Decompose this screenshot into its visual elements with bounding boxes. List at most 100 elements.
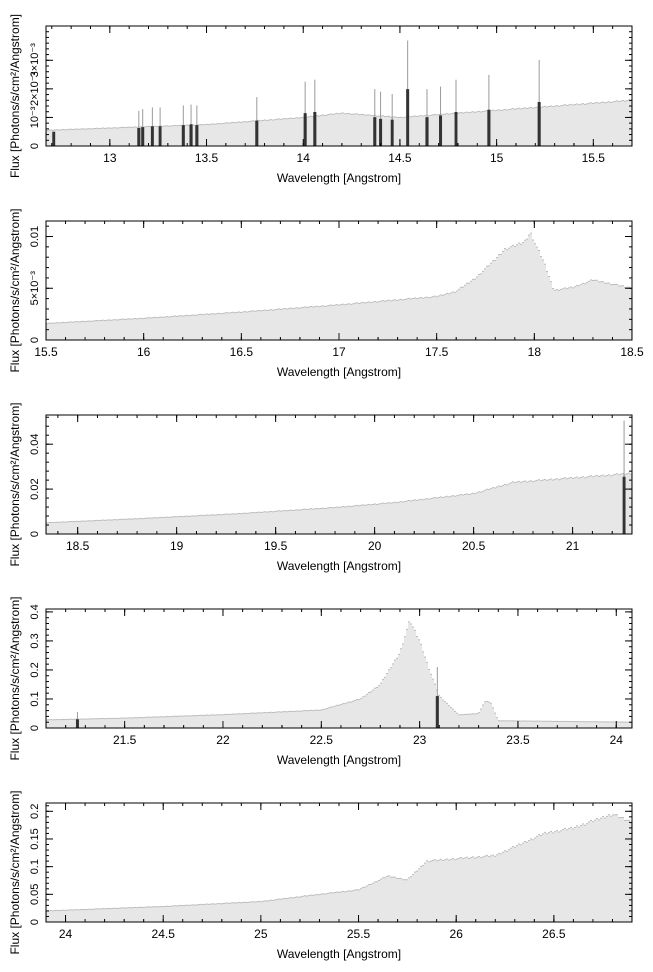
x-tick-label: 26 [450,927,464,941]
y-tick-label: 0.2 [29,804,41,819]
y-tick-label: 0.15 [29,828,41,849]
y-tick-label: 0.1 [29,859,41,874]
y-tick-label: 0 [29,725,41,731]
y-tick-label: 0.3 [29,633,41,648]
x-tick-label: 23.5 [506,733,530,747]
model-bars [46,472,632,534]
y-tick-label: 0.02 [29,478,41,499]
x-tick-label: 16.5 [230,345,254,359]
x-axis-label: Wavelength [Angstrom] [277,559,401,573]
x-tick-label: 16 [137,345,151,359]
x-tick-label: 21 [566,539,580,553]
x-tick-label: 13 [103,151,117,165]
data-bar [158,126,162,146]
x-tick-label: 26.5 [542,927,566,941]
x-tick-label: 23 [413,733,427,747]
panel-4: 21.5 22 22.5 23 23.5 24 0 0.1 0.2 0.3 0.4 Wavelengt… [8,596,633,767]
plot-frame [45,608,633,729]
data-bar [435,696,439,728]
x-tick-label: 17.5 [425,345,449,359]
data-bar [137,128,141,146]
plot-frame [45,414,633,535]
x-tick-label: 18 [528,345,542,359]
y-tick-label: 0 [29,531,41,537]
data-bar [425,117,429,146]
data-bars [52,40,541,146]
data-bar [150,126,154,146]
data-bar [487,109,491,146]
x-tick-label: 15.5 [582,151,606,165]
data-bars [75,667,439,728]
x-tick-label: 14 [297,151,311,165]
data-bar [255,120,259,146]
data-bar [195,125,199,146]
x-tick-label: 15 [490,151,504,165]
data-bar [454,112,458,146]
x-axis-label: Wavelength [Angstrom] [277,753,401,767]
data-bar [537,102,541,146]
data-bar [303,113,307,146]
data-bar [373,117,377,146]
y-tick-label: 0 [29,143,41,149]
y-axis-label: Flux [Photons/s/cm²/Angstrom] [8,402,22,566]
data-bar [52,131,56,146]
panel-3: 18.5 19 19.5 20 20.5 21 0 0.02 0.04 Wavelength [A… [8,402,633,573]
y-axis-label: Flux [Photons/s/cm²/Angstrom] [8,14,22,178]
data-bar [406,89,410,146]
x-tick-label: 25.5 [347,927,371,941]
x-tick-label: 22.5 [310,733,334,747]
data-bar [189,124,193,146]
x-tick-label: 14.5 [388,151,412,165]
data-bar [439,115,443,146]
y-tick-label: 0.4 [29,604,41,619]
x-tick-label: 25 [254,927,268,941]
x-axis-label: Wavelength [Angstrom] [277,171,401,185]
y-tick-label: 0 [29,919,41,925]
data-bar [390,119,394,146]
x-tick-label: 13.5 [195,151,219,165]
x-tick-label: 17 [332,345,346,359]
y-tick-label: 0 [29,337,41,343]
data-bar [313,112,317,146]
data-bar [181,125,185,146]
data-bar [141,127,145,146]
y-tick-label: 0.2 [29,662,41,677]
y-tick-label: 10⁻³ [29,106,41,128]
x-axis-label: Wavelength [Angstrom] [277,947,401,961]
data-bar [379,118,383,146]
data-bars [622,420,626,534]
model-bars [46,621,632,728]
y-tick-label: 0.01 [29,226,41,247]
y-tick-label: 3×10⁻³ [29,43,41,78]
x-tick-label: 24 [59,927,73,941]
x-tick-label: 20.5 [462,539,486,553]
plot-frame [45,25,633,147]
y-axis-label: Flux [Photons/s/cm²/Angstrom] [8,790,22,954]
model-bars [46,232,632,340]
data-bar [75,719,79,728]
panel-5: 24 24.5 25 25.5 26 26.5 0 0.05 0.1 0.15 0.2 Wavelen… [8,790,633,961]
panel-1: 13 13.5 14 14.5 15 15.5 0 10⁻³2×10⁻³3×10⁻³ Wavel… [8,14,633,185]
x-tick-label: 15.5 [34,345,58,359]
model-bars [46,814,632,922]
y-tick-label: 5×10⁻³ [29,271,41,306]
y-axis-label: Flux [Photons/s/cm²/Angstrom] [8,596,22,760]
y-tick-label: 2×10⁻³ [29,71,41,106]
y-axis-label: Flux [Photons/s/cm²/Angstrom] [8,208,22,372]
data-bar [622,476,626,534]
x-tick-label: 18.5 [620,345,644,359]
x-tick-label: 18.5 [66,539,90,553]
x-tick-label: 22 [216,733,230,747]
panel-2: 15.5 16 16.5 17 17.5 18 18.5 0 5×10⁻³ 0.01 Wavelen… [8,208,644,379]
x-tick-label: 19.5 [264,539,288,553]
x-tick-label: 24.5 [152,927,176,941]
x-tick-label: 24 [610,733,624,747]
y-tick-label: 0.04 [29,433,41,454]
y-tick-label: 0.05 [29,884,41,905]
y-tick-label: 0.1 [29,691,41,706]
x-tick-label: 19 [170,539,184,553]
x-tick-label: 20 [368,539,382,553]
x-axis-label: Wavelength [Angstrom] [277,365,401,379]
x-tick-label: 21.5 [113,733,137,747]
